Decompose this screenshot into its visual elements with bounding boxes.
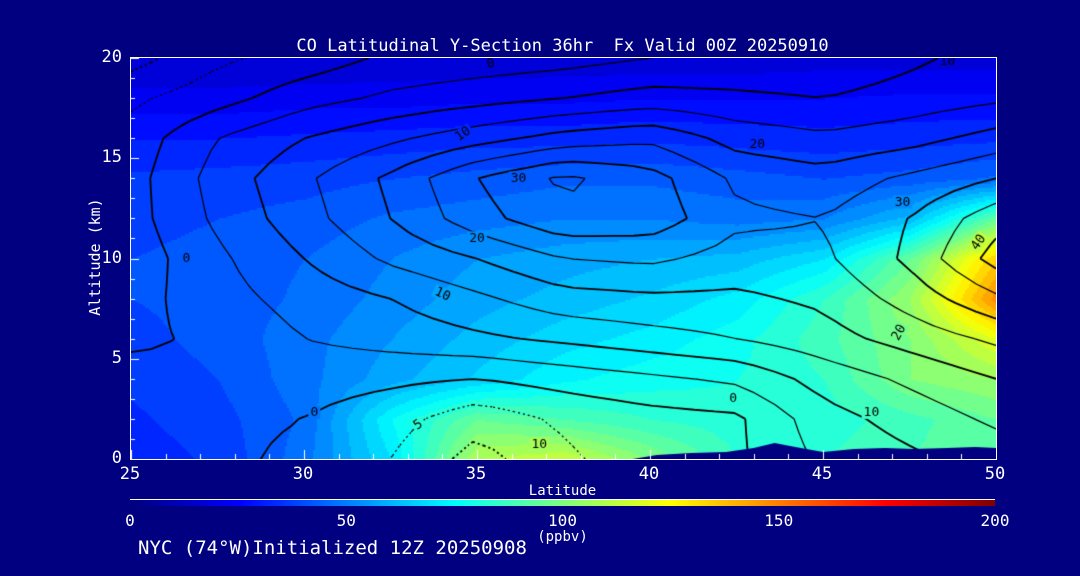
colorbar-tick-0: 0 — [125, 511, 135, 530]
contour-plot-canvas — [130, 57, 997, 460]
x-tick-35: 35 — [465, 464, 487, 484]
colorbar-tick-150: 150 — [764, 511, 794, 530]
colorbar — [130, 499, 995, 506]
colorbar-tick-200: 200 — [980, 511, 1010, 530]
x-tick-30: 30 — [292, 464, 314, 484]
footer-annotation: NYC (74°W)Initialized 12Z 20250908 — [138, 537, 527, 559]
colorbar-units: (ppbv) — [537, 529, 588, 545]
y-tick-5: 5 — [111, 347, 122, 368]
x-tick-40: 40 — [638, 464, 660, 484]
y-tick-15: 15 — [101, 147, 122, 168]
x-tick-45: 45 — [811, 464, 833, 484]
y-tick-10: 10 — [101, 247, 122, 268]
x-tick-50: 50 — [984, 464, 1006, 484]
colorbar-tick-50: 50 — [336, 511, 356, 530]
chart-title: CO Latitudinal Y-Section 36hr Fx Valid 0… — [296, 36, 829, 56]
y-tick-20: 20 — [101, 47, 122, 67]
x-tick-25: 25 — [119, 464, 141, 484]
x-axis-label: Latitude — [528, 483, 597, 499]
colorbar-tick-100: 100 — [548, 511, 577, 530]
y-tick-0: 0 — [111, 448, 122, 468]
